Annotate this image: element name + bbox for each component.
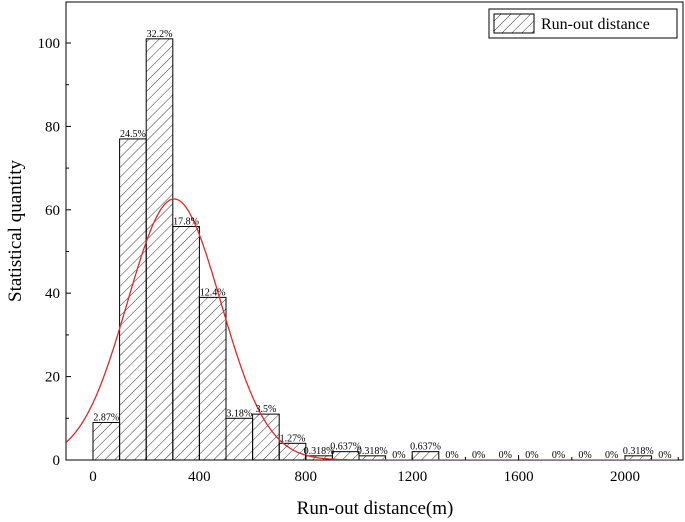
y-axis-title: Statistical quantity <box>5 160 26 302</box>
x-tick-label: 0 <box>89 469 97 485</box>
y-axis: 0 20 40 60 80 100 <box>38 36 71 469</box>
x-axis-title: Run-out distance(m) <box>297 498 454 519</box>
bar-percentage-label: 0.637% <box>410 442 441 453</box>
bar-percentage-label: 32.2% <box>147 29 173 40</box>
bar-percentage-label: 0% <box>552 450 565 461</box>
histogram-bar <box>92 421 121 460</box>
x-tick-label: 800 <box>295 469 318 485</box>
bar-percentage-label: 0% <box>658 450 671 461</box>
bar-percentage-label: 0.318% <box>357 446 388 457</box>
histogram-bar <box>172 225 200 460</box>
bar-percentage-label: 0% <box>392 450 405 461</box>
histogram-bar <box>278 442 307 460</box>
bar-percentage-label: 0% <box>472 450 485 461</box>
bar-percentage-label: 0.637% <box>330 442 361 453</box>
bar-percentage-label: 0% <box>445 450 458 461</box>
fit-curve-layer <box>66 198 679 460</box>
x-tick-label: 2000 <box>610 469 640 485</box>
x-tick-label: 1200 <box>397 469 427 485</box>
bar-percentage-label: 0.318% <box>623 446 654 457</box>
y-tick-label: 0 <box>53 453 61 469</box>
histogram-bar <box>198 296 227 460</box>
legend-swatch <box>493 13 535 34</box>
bar-percentage-label: 12.4% <box>200 287 226 298</box>
x-tick-label: 1600 <box>504 469 534 485</box>
y-tick-label: 80 <box>45 119 60 135</box>
bar-percentage-label: 3.18% <box>226 408 252 419</box>
x-axis: 0 400 800 1200 1600 2000 <box>89 455 679 485</box>
normal-fit-curve <box>66 198 679 460</box>
histogram-bar <box>145 38 174 460</box>
bar-percentage-label: 0% <box>578 450 591 461</box>
histogram-bar <box>225 417 254 460</box>
y-tick-label: 100 <box>38 36 61 52</box>
bar-percentage-label: 0% <box>605 450 618 461</box>
histogram-bar <box>119 138 147 460</box>
legend-label: Run-out distance <box>541 16 650 33</box>
bar-percentage-label: 3.5% <box>255 404 276 415</box>
bar-labels-layer: 2.87% 24.5% 32.2% 17.8% 12.4% 3.18% 3.5% 1.27% 0… <box>93 29 671 461</box>
bar-percentage-label: 24.5% <box>120 129 146 140</box>
y-tick-label: 20 <box>45 370 60 386</box>
bar-percentage-label: 0.318% <box>304 446 335 457</box>
bar-percentage-label: 2.87% <box>93 412 119 423</box>
bar-percentage-label: 1.27% <box>280 433 306 444</box>
bars-layer <box>92 38 653 460</box>
bar-percentage-label: 17.8% <box>173 216 199 227</box>
histogram-bar <box>252 413 280 460</box>
bar-percentage-label: 0% <box>499 450 512 461</box>
bar-percentage-label: 0% <box>525 450 538 461</box>
x-tick-label: 400 <box>188 469 211 485</box>
histogram-bar <box>411 451 440 460</box>
y-tick-label: 40 <box>45 286 60 302</box>
legend: Run-out distance <box>488 8 678 39</box>
y-tick-label: 60 <box>45 203 60 219</box>
